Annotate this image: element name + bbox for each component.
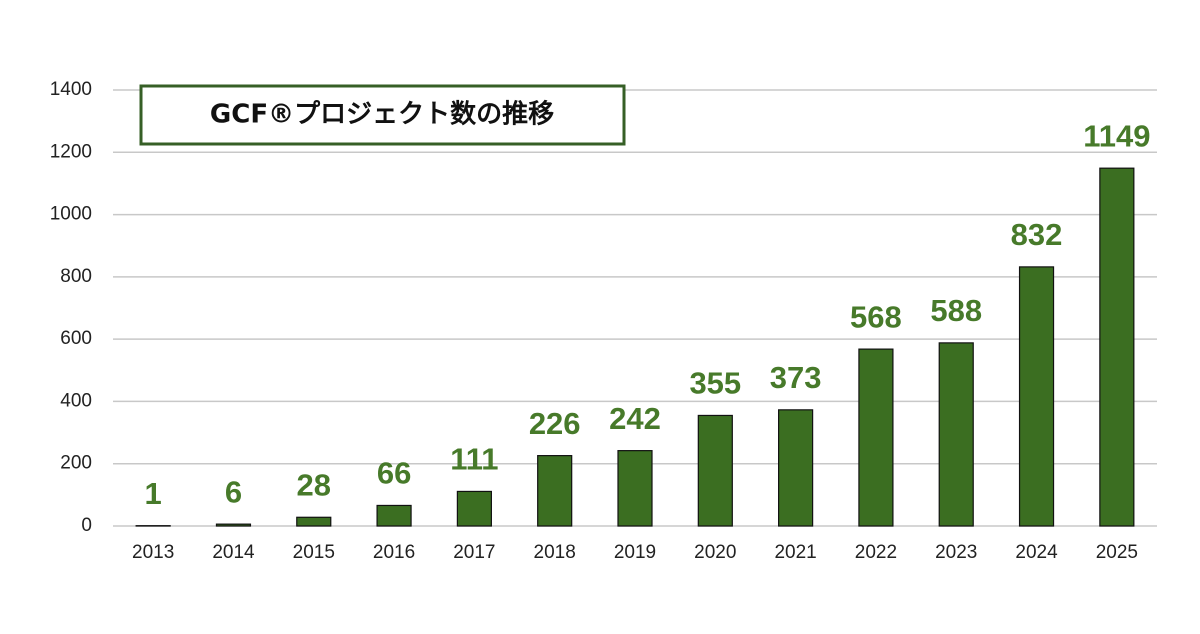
bar: [938, 342, 974, 527]
bar: [537, 455, 573, 527]
chart-title: GCF®プロジェクト数の推移: [210, 100, 554, 130]
value-label: 242: [609, 401, 661, 436]
value-label: 226: [529, 406, 581, 441]
value-label: 111: [450, 442, 498, 477]
y-tick-label: 400: [60, 390, 92, 411]
value-label: 832: [1011, 217, 1063, 252]
x-tick-label: 2022: [855, 542, 897, 563]
x-tick-label: 2018: [534, 542, 576, 563]
x-tick-label: 2025: [1096, 542, 1138, 563]
value-label: 1149: [1083, 118, 1150, 153]
bar: [215, 523, 252, 527]
bar: [1099, 167, 1135, 527]
bar: [456, 490, 492, 527]
x-tick-label: 2014: [212, 542, 255, 563]
bar: [296, 516, 332, 527]
plot: 0 200 400 600 800 1000 1200 1400 2013 1 2014 6 2015 2…: [50, 79, 1157, 563]
x-tick-label: 2020: [694, 542, 736, 563]
x-tick-label: 2013: [132, 542, 174, 563]
bar: [617, 450, 653, 527]
value-label: 355: [689, 366, 741, 401]
y-tick-label: 600: [60, 328, 92, 349]
y-tick-label: 0: [81, 515, 92, 536]
y-tick-label: 1200: [50, 141, 92, 162]
bar: [1018, 266, 1055, 527]
value-label: 6: [225, 474, 242, 509]
x-tick-label: 2017: [453, 542, 495, 563]
value-label: 28: [297, 467, 331, 502]
bar: [376, 504, 412, 527]
title-box: [139, 84, 626, 146]
value-label: 66: [377, 456, 411, 491]
bar: [858, 348, 894, 527]
bar: [778, 409, 814, 527]
value-label: 568: [850, 299, 902, 334]
x-tick-label: 2019: [614, 542, 656, 563]
x-tick-label: 2016: [373, 542, 415, 563]
bar: [697, 414, 733, 527]
x-tick-label: 2021: [774, 542, 816, 563]
value-label: 588: [930, 293, 982, 328]
value-label: 1: [145, 476, 162, 511]
x-tick-label: 2024: [1015, 542, 1058, 563]
y-tick-label: 800: [60, 266, 92, 287]
y-tick-label: 1000: [50, 204, 92, 225]
y-tick-label: 200: [60, 453, 92, 474]
x-tick-label: 2023: [935, 542, 977, 563]
value-label: 373: [770, 360, 822, 395]
y-tick-label: 1400: [50, 79, 92, 100]
x-tick-label: 2015: [293, 542, 335, 563]
